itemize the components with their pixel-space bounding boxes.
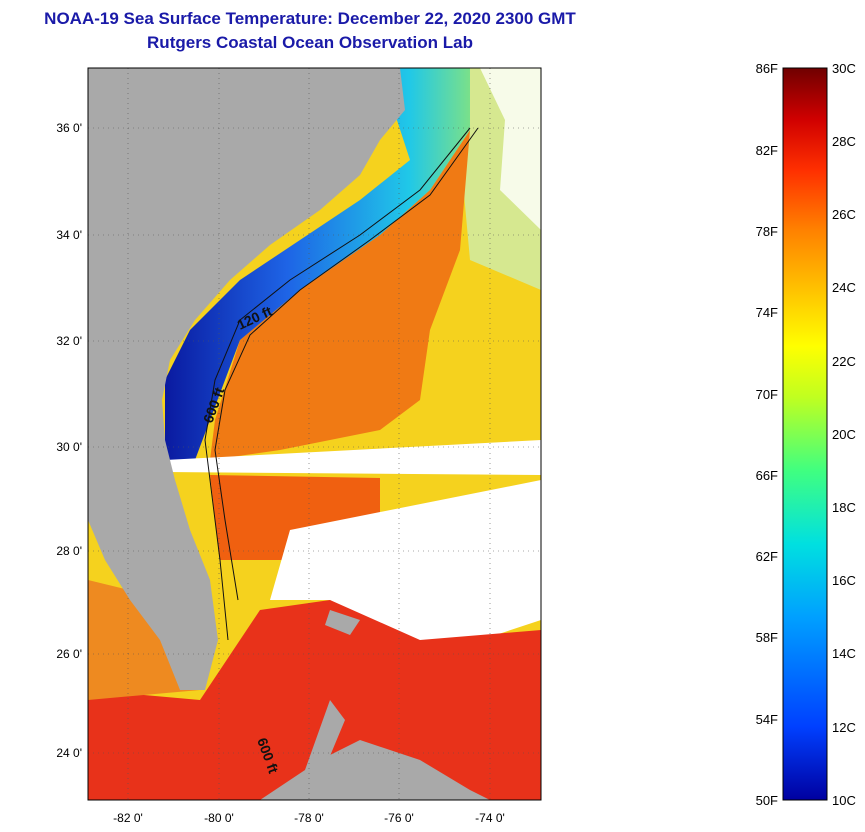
cloud-band <box>165 440 541 475</box>
colorbar-f-label: 82F <box>756 143 778 158</box>
colorbar-f-label: 66F <box>756 468 778 483</box>
map-title: NOAA-19 Sea Surface Temperature: Decembe… <box>44 9 576 28</box>
colorbar-c-label: 16C <box>832 573 856 588</box>
lon-label: -80 0' <box>204 811 234 825</box>
map-subtitle: Rutgers Coastal Ocean Observation Lab <box>147 33 473 52</box>
colorbar-c-label: 10C <box>832 793 856 808</box>
colorbar-f-label: 74F <box>756 305 778 320</box>
lon-label: -78 0' <box>294 811 324 825</box>
colorbar-f-label: 86F <box>756 61 778 76</box>
colorbar <box>782 67 828 801</box>
southern-clouds <box>270 480 541 660</box>
colorbar-c-label: 12C <box>832 720 856 735</box>
colorbar-f-label: 54F <box>756 712 778 727</box>
colorbar-c-label: 28C <box>832 134 856 149</box>
lon-label: -82 0' <box>113 811 143 825</box>
contour-600ft <box>214 127 479 601</box>
colorbar-c-label: 20C <box>832 427 856 442</box>
lat-label: 36 0' <box>56 121 82 135</box>
lat-label: 30 0' <box>56 440 82 454</box>
bahamas-water <box>88 600 541 800</box>
lat-label: 26 0' <box>56 647 82 661</box>
lon-label: -74 0' <box>475 811 505 825</box>
lat-label: 32 0' <box>56 334 82 348</box>
shelf-water <box>165 68 470 460</box>
lon-label: -76 0' <box>384 811 414 825</box>
colorbar-c-label: 26C <box>832 207 856 222</box>
map-frame <box>87 67 542 801</box>
land-grand-bahama <box>325 610 360 635</box>
colorbar-c-label: 24C <box>832 280 856 295</box>
lat-label: 24 0' <box>56 746 82 760</box>
colorbar-c-ticks: 30C 28C 26C 24C 22C 20C 18C 16C 14C 12C … <box>832 61 856 808</box>
colorbar-c-label: 22C <box>832 354 856 369</box>
land-cuba <box>260 740 490 800</box>
northern-cloud <box>480 68 541 230</box>
colorbar-c-label: 14C <box>832 646 856 661</box>
lat-label: 28 0' <box>56 544 82 558</box>
land-us <box>88 68 405 690</box>
colorbar-c-label: 18C <box>832 500 856 515</box>
colorbar-f-label: 62F <box>756 549 778 564</box>
colorbar-f-label: 58F <box>756 630 778 645</box>
colorbar-f-ticks: 86F 82F 78F 74F 70F 66F 62F 58F 54F 50F <box>756 61 778 808</box>
map-area <box>88 68 541 800</box>
graticule <box>88 68 541 800</box>
colorbar-f-label: 50F <box>756 793 778 808</box>
land-andros <box>305 700 345 780</box>
colorbar-c-label: 30C <box>832 61 856 76</box>
colorbar-f-label: 78F <box>756 224 778 239</box>
contour-120ft <box>204 127 471 641</box>
colorbar-f-label: 70F <box>756 387 778 402</box>
lat-label: 34 0' <box>56 228 82 242</box>
